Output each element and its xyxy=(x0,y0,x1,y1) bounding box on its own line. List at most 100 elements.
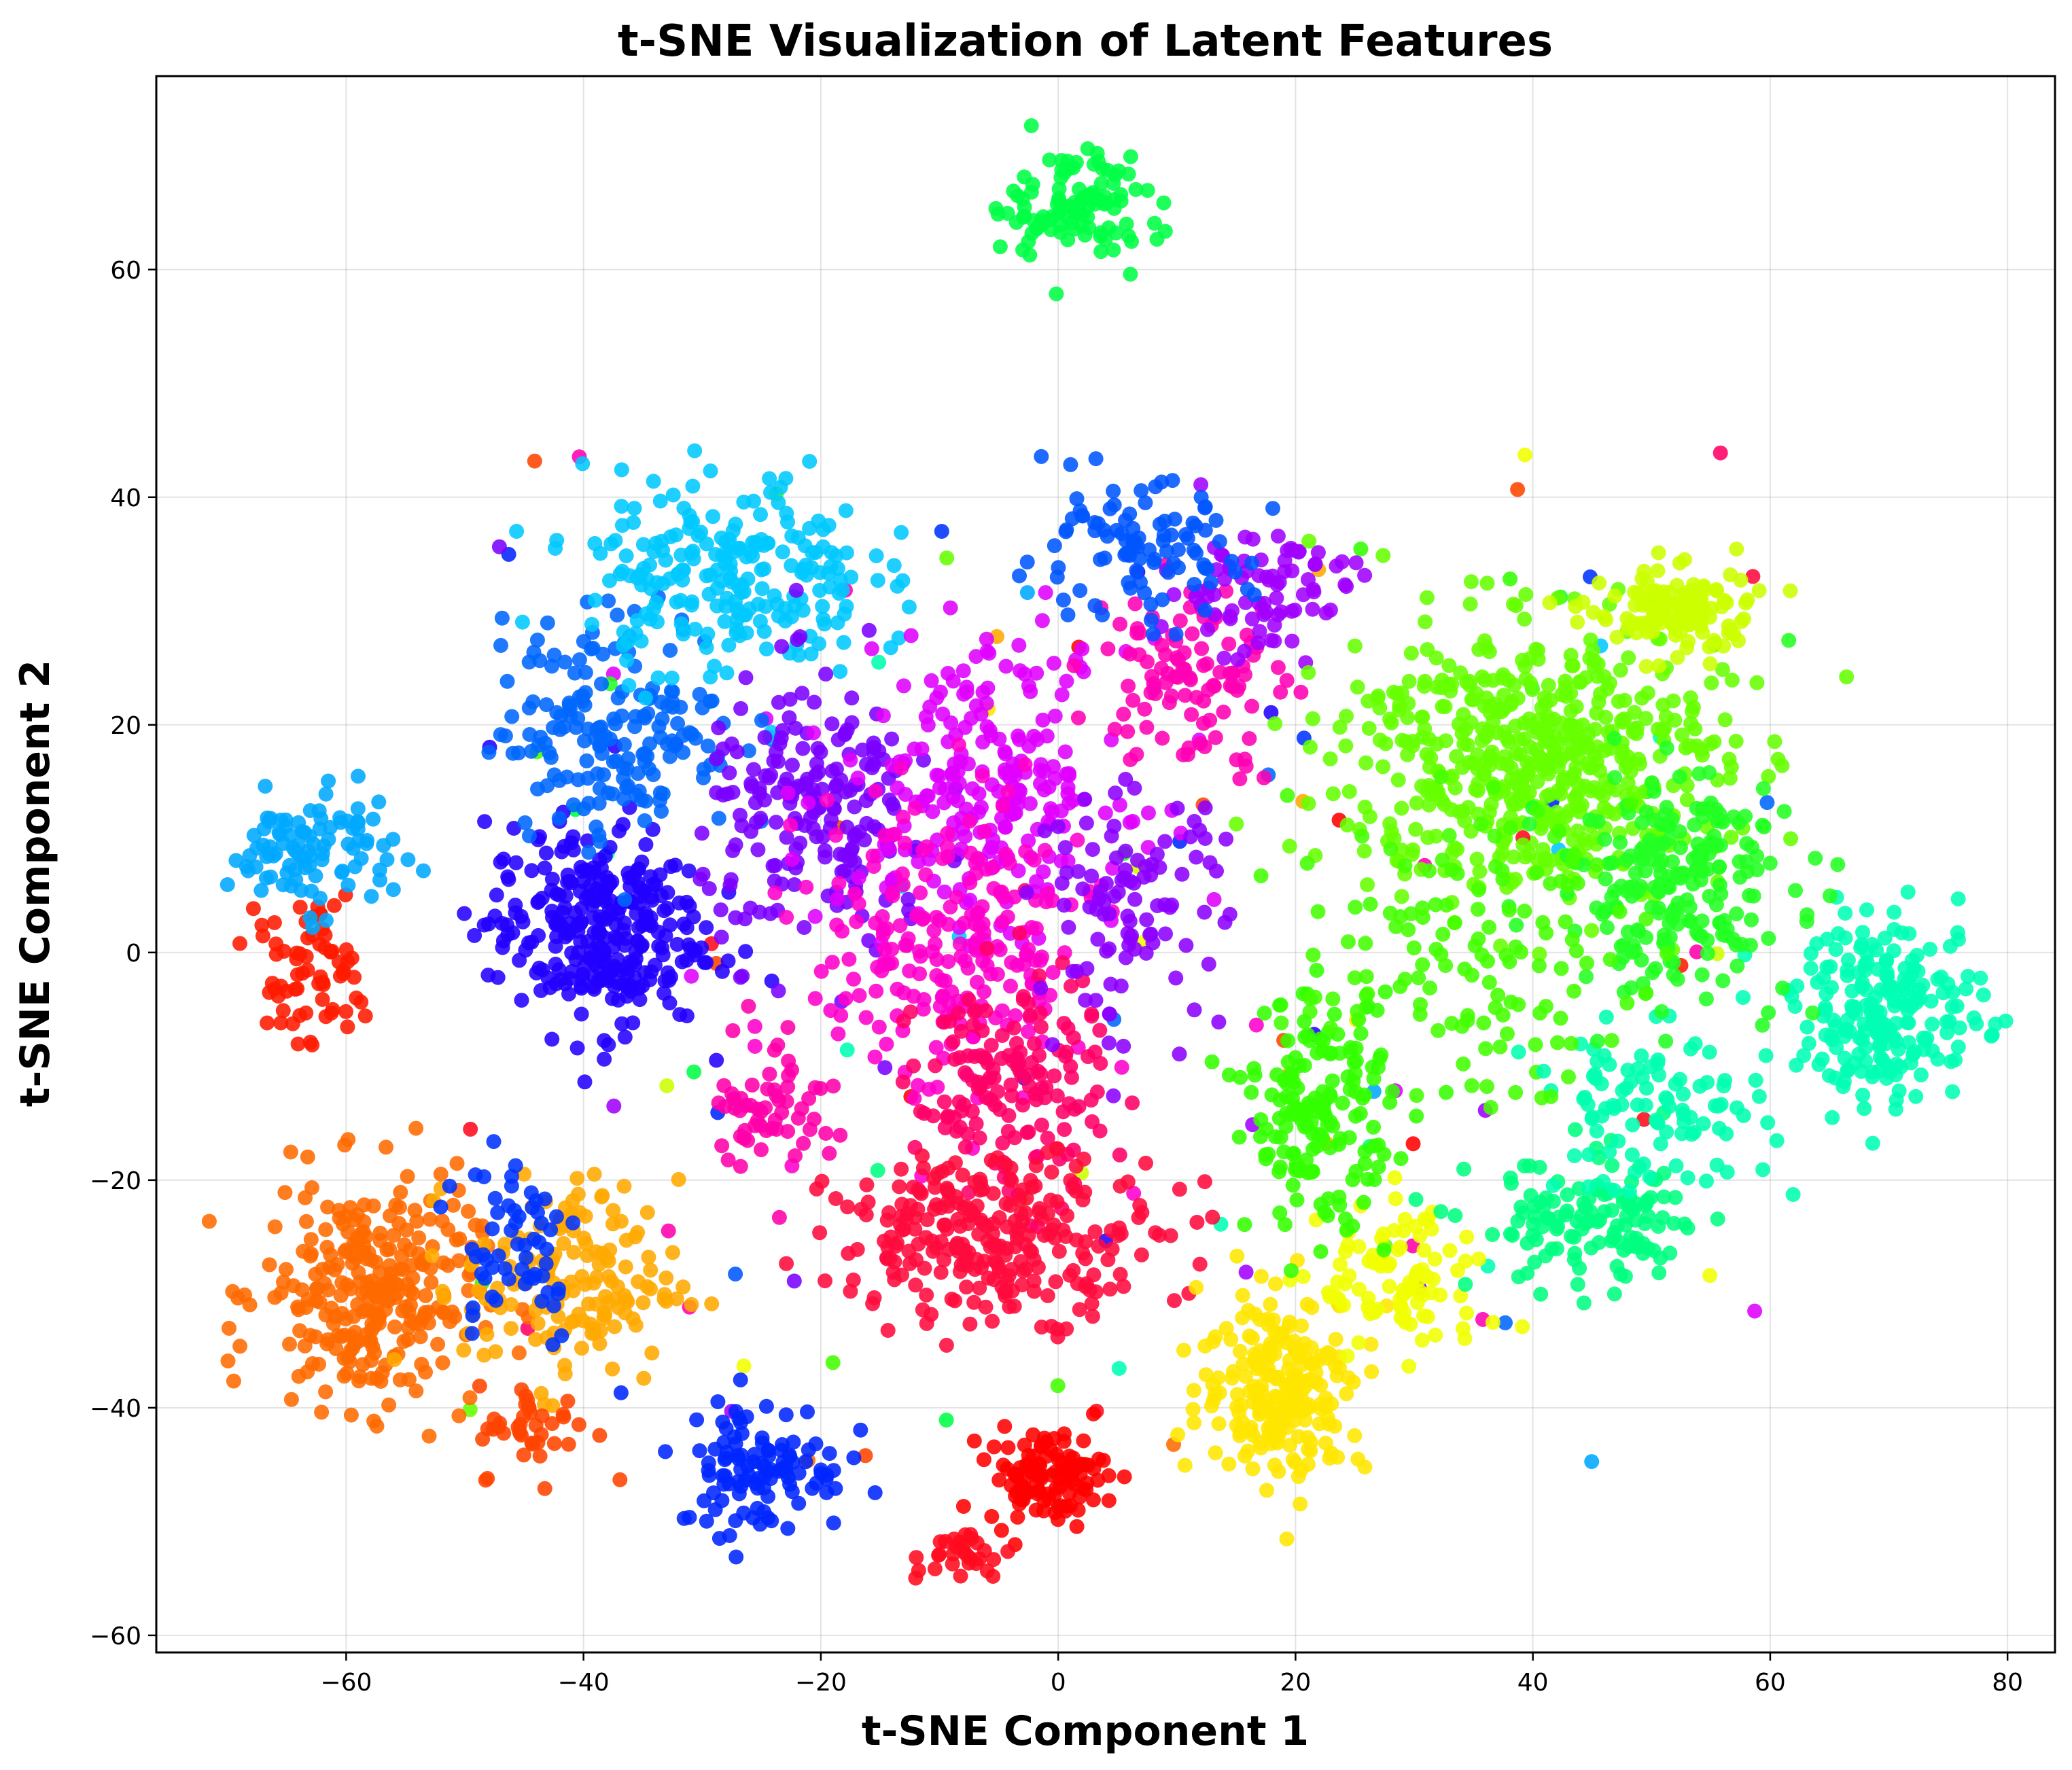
scatter-point xyxy=(943,899,958,915)
scatter-point xyxy=(986,1070,1002,1086)
scatter-point xyxy=(1692,1078,1708,1094)
scatter-point xyxy=(514,1302,530,1317)
scatter-point xyxy=(534,1294,550,1309)
scatter-point xyxy=(1269,577,1285,592)
scatter-point xyxy=(1055,955,1070,970)
scatter-point xyxy=(1339,817,1355,833)
scatter-point xyxy=(1049,569,1065,585)
scatter-point xyxy=(1578,670,1594,686)
scatter-point xyxy=(750,842,766,857)
scatter-point xyxy=(966,1433,982,1449)
scatter-point xyxy=(557,720,572,734)
scatter-point xyxy=(1444,768,1460,784)
scatter-point xyxy=(682,1510,697,1525)
scatter-point xyxy=(1796,1048,1812,1063)
scatter-point xyxy=(1056,898,1072,913)
scatter-point xyxy=(1004,1088,1019,1103)
scatter-point xyxy=(1423,1285,1439,1300)
scatter-point xyxy=(371,794,387,810)
scatter-point xyxy=(607,1319,622,1334)
scatter-point xyxy=(945,1034,961,1050)
scatter-point xyxy=(1824,980,1839,995)
scatter-point xyxy=(1078,1234,1093,1250)
scatter-point xyxy=(256,837,271,853)
scatter-point xyxy=(1865,1135,1880,1151)
scatter-point xyxy=(832,664,848,679)
scatter-point xyxy=(597,1051,612,1067)
scatter-point xyxy=(1838,906,1853,921)
scatter-point xyxy=(734,577,750,592)
scatter-point xyxy=(1376,1146,1392,1162)
scatter-point xyxy=(709,580,725,596)
scatter-point xyxy=(909,1550,924,1565)
scatter-point xyxy=(626,515,641,530)
scatter-point xyxy=(924,673,939,688)
scatter-point xyxy=(951,1006,966,1021)
scatter-point xyxy=(350,1296,366,1312)
scatter-point xyxy=(1534,700,1549,715)
scatter-point xyxy=(446,1197,461,1213)
scatter-point xyxy=(574,1341,589,1356)
scatter-point xyxy=(1321,1285,1336,1300)
scatter-point xyxy=(481,745,497,760)
scatter-point xyxy=(788,582,804,598)
scatter-point xyxy=(888,1239,904,1254)
scatter-point xyxy=(1925,1016,1940,1032)
scatter-point xyxy=(592,909,608,925)
scatter-point xyxy=(703,463,718,479)
scatter-point xyxy=(283,1392,299,1407)
scatter-point xyxy=(1208,1329,1223,1345)
scatter-point xyxy=(1205,1377,1221,1392)
scatter-point xyxy=(938,1337,954,1353)
scatter-point xyxy=(1409,1295,1425,1311)
scatter-point xyxy=(665,1245,680,1260)
scatter-point xyxy=(784,851,800,867)
scatter-point xyxy=(1170,1427,1186,1442)
scatter-point xyxy=(885,796,900,812)
scatter-point xyxy=(1680,1170,1696,1186)
scatter-point xyxy=(1558,673,1573,689)
scatter-point xyxy=(1814,1051,1830,1067)
scatter-point xyxy=(739,549,754,565)
scatter-point xyxy=(1063,1462,1078,1476)
scatter-point xyxy=(565,1215,581,1231)
scatter-point xyxy=(351,815,366,830)
scatter-point xyxy=(462,1402,478,1417)
scatter-point xyxy=(1736,1108,1751,1123)
scatter-point xyxy=(681,863,697,879)
scatter-point xyxy=(1025,1427,1041,1442)
scatter-point xyxy=(1123,873,1138,889)
scatter-point xyxy=(669,936,685,952)
scatter-point xyxy=(1314,1348,1329,1364)
scatter-point xyxy=(1592,1212,1607,1228)
scatter-point xyxy=(601,593,616,609)
scatter-point xyxy=(646,544,662,559)
scatter-point xyxy=(597,1033,612,1048)
scatter-point xyxy=(1077,792,1093,807)
scatter-point xyxy=(976,1452,991,1468)
scatter-point xyxy=(1901,926,1917,942)
scatter-point xyxy=(952,936,968,952)
scatter-point xyxy=(753,1118,768,1133)
scatter-point xyxy=(964,711,979,726)
scatter-point xyxy=(696,770,711,785)
scatter-point xyxy=(1770,751,1786,767)
scatter-point xyxy=(964,1103,980,1119)
scatter-point xyxy=(1405,738,1420,754)
scatter-point xyxy=(574,1006,589,1022)
scatter-point xyxy=(1355,1091,1371,1106)
scatter-point xyxy=(1263,1417,1278,1433)
scatter-point xyxy=(578,665,593,680)
scatter-point xyxy=(1459,1305,1475,1321)
scatter-point xyxy=(762,906,778,921)
scatter-point xyxy=(1232,1343,1248,1359)
scatter-point xyxy=(977,824,992,839)
scatter-point xyxy=(1088,451,1104,467)
scatter-point xyxy=(1139,912,1155,927)
scatter-point xyxy=(894,525,909,540)
scatter-point xyxy=(932,913,947,928)
scatter-point xyxy=(1396,1223,1411,1239)
scatter-point xyxy=(1294,1318,1310,1334)
scatter-point xyxy=(1106,1088,1121,1103)
scatter-point xyxy=(1303,739,1318,755)
